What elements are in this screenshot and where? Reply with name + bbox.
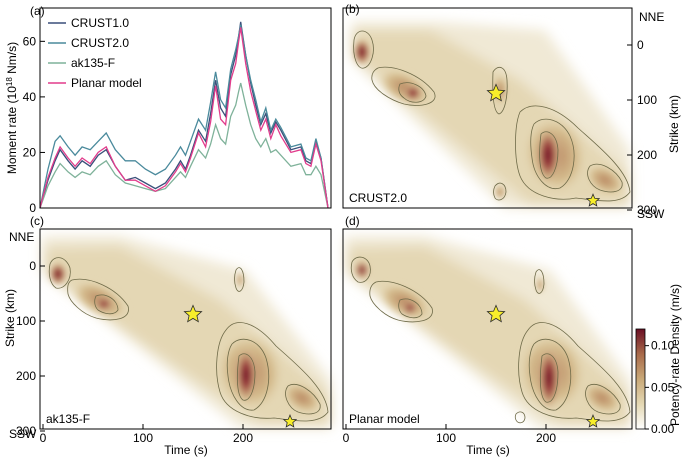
colorbar: 0.00 0.05 0.10 Potency-rate Density (m/s) — [635, 284, 682, 436]
colorbar-ticks: 0.00 0.05 0.10 — [645, 339, 675, 436]
panel-c-heatmap: (c) — [3, 214, 332, 457]
y-tick-label: 300 — [16, 424, 36, 438]
panel-a-y-axis: 0 20 40 60 — [23, 34, 45, 215]
series-line-ak135-f — [39, 82, 329, 209]
x-tick-label: 0 — [343, 431, 350, 445]
secondary-star-marker — [585, 414, 601, 428]
moment-rate-series — [39, 21, 329, 209]
y-tick-label: 300 — [637, 203, 657, 217]
series-line-crust2-0 — [39, 24, 329, 209]
panel-c-model-label: ak135-F — [46, 412, 90, 426]
series-line-crust1-0 — [39, 21, 329, 209]
panel-b-y-axis: 0 100 200 300 — [627, 38, 657, 217]
colorbar-gradient — [635, 328, 646, 430]
panel-a-frame — [39, 7, 332, 209]
panel-label-c: (c) — [30, 214, 44, 228]
y-tick-label: 0 — [29, 201, 36, 215]
y-tick-label: 40 — [23, 90, 37, 104]
panel-d-model-label: Planar model — [349, 412, 420, 426]
x-tick-label: 100 — [133, 431, 153, 445]
legend-entry: CRUST1.0 — [71, 16, 129, 30]
panel-c-x-axis-title: Time (s) — [164, 443, 208, 457]
y-tick-label: 20 — [23, 145, 37, 159]
panel-b-ssw-label: SSW — [637, 207, 665, 221]
panel-c-y-axis: 0 100 200 300 — [16, 259, 45, 438]
panel-d-stars — [486, 304, 601, 428]
y-tick-label: 200 — [637, 148, 657, 162]
colorbar-tick-label: 0.05 — [651, 380, 675, 394]
panel-label-b: (b) — [345, 2, 360, 16]
y-tick-label: 100 — [16, 314, 36, 328]
y-tick-label: 100 — [637, 93, 657, 107]
panel-c-stars — [183, 304, 298, 428]
colorbar-tick-label: 0.00 — [651, 422, 675, 436]
x-tick-label: 200 — [233, 431, 253, 445]
panel-c-x-axis: 0 100 200 — [40, 424, 253, 445]
panel-b-density-field — [352, 22, 631, 208]
panel-d-density-field — [345, 236, 631, 428]
panel-label-d: (d) — [345, 214, 360, 228]
legend-entry: Planar model — [71, 76, 142, 90]
y-tick-label: 200 — [16, 369, 36, 383]
secondary-star-marker — [282, 414, 298, 428]
x-tick-label: 200 — [536, 431, 556, 445]
y-tick-label: 0 — [637, 38, 644, 52]
panel-a-moment-rate: (a) 0 20 40 60 Moment rate (1018 Nm/s) CRUS… — [5, 4, 332, 215]
panel-b-y-axis-title: Strike (km) — [667, 95, 681, 153]
colorbar-tick-label: 0.10 — [651, 339, 675, 353]
panel-b-frame — [342, 7, 633, 209]
panel-a-y-axis-title: Moment rate (1018 Nm/s) — [5, 42, 20, 174]
secondary-star-marker — [585, 193, 601, 207]
panel-c-ssw-label: SSW — [9, 427, 37, 441]
panel-b-nne-label: NNE — [639, 10, 664, 24]
panel-c-nne-label: NNE — [9, 230, 34, 244]
epicenter-star-marker — [486, 83, 506, 102]
x-tick-label: 0 — [40, 431, 47, 445]
series-line-planar-model — [39, 27, 329, 209]
panel-c-density-field — [42, 236, 331, 428]
x-tick-label: 100 — [436, 431, 456, 445]
colorbar-title: Potency-rate Density (m/s) — [668, 284, 682, 426]
epicenter-star-marker — [486, 304, 506, 323]
panel-d-x-axis-title: Time (s) — [466, 443, 510, 457]
panel-c-frame — [39, 228, 332, 430]
legend-entry: ak135-F — [71, 56, 115, 70]
panel-b-stars — [486, 83, 601, 207]
epicenter-star-marker — [183, 304, 203, 323]
y-tick-label: 0 — [29, 259, 36, 273]
panel-b-model-label: CRUST2.0 — [349, 191, 407, 205]
panel-d-frame — [342, 228, 633, 430]
y-tick-label: 60 — [23, 34, 37, 48]
panel-d-heatmap: (d) — [342, 214, 633, 457]
panel-d-x-axis: 0 100 200 — [343, 424, 556, 445]
legend-entry: CRUST2.0 — [71, 36, 129, 50]
panel-label-a: (a) — [30, 4, 45, 18]
panel-c-y-axis-title: Strike (km) — [3, 289, 17, 347]
panel-b-heatmap: (b) — [342, 2, 681, 221]
legend: CRUST1.0 CRUST2.0 ak135-F Planar model — [48, 16, 142, 90]
